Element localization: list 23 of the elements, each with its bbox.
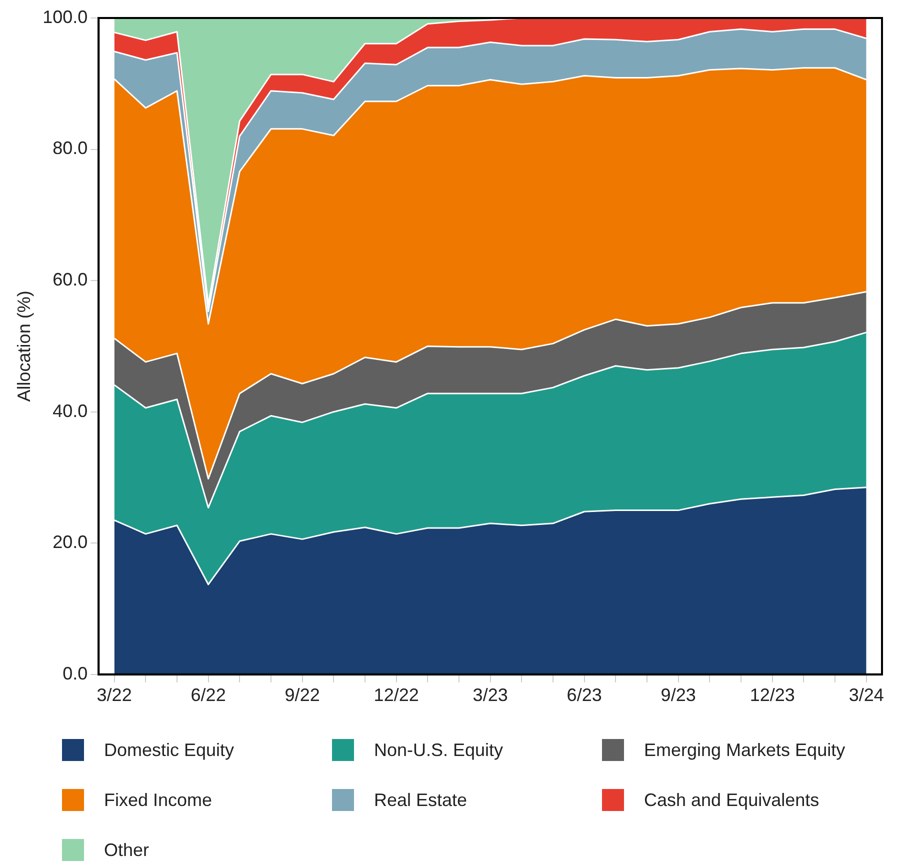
x-tick-label: 12/23 [750,685,795,706]
legend-label: Other [104,840,150,860]
legend-label: Cash and Equivalents [644,790,820,810]
y-axis-title: Allocation (%) [14,290,34,402]
x-tick-label: 12/22 [374,685,419,706]
y-tick-label: 80.0 [52,138,88,158]
legend-label: Emerging Markets Equity [644,740,846,760]
legend-label: Non-U.S. Equity [374,740,504,760]
x-tick-label: 3/22 [96,685,132,706]
x-tick-label: 6/22 [190,685,226,706]
legend-label: Domestic Equity [104,740,234,760]
y-tick-label: 0.0 [62,663,88,684]
legend-label: Real Estate [374,790,468,810]
y-tick-label: 60.0 [52,270,88,290]
x-tick-label: 6/23 [566,685,602,706]
y-tick-label: 40.0 [52,400,88,421]
x-tick-label: 9/22 [284,685,320,706]
x-tick-label: 3/24 [848,685,884,706]
x-tick-label: 9/23 [660,685,696,706]
x-tick-label: 3/23 [472,685,508,706]
y-tick-label: 20.0 [52,532,88,552]
legend-label: Fixed Income [104,790,212,810]
y-tick-label: 100.0 [42,6,88,27]
